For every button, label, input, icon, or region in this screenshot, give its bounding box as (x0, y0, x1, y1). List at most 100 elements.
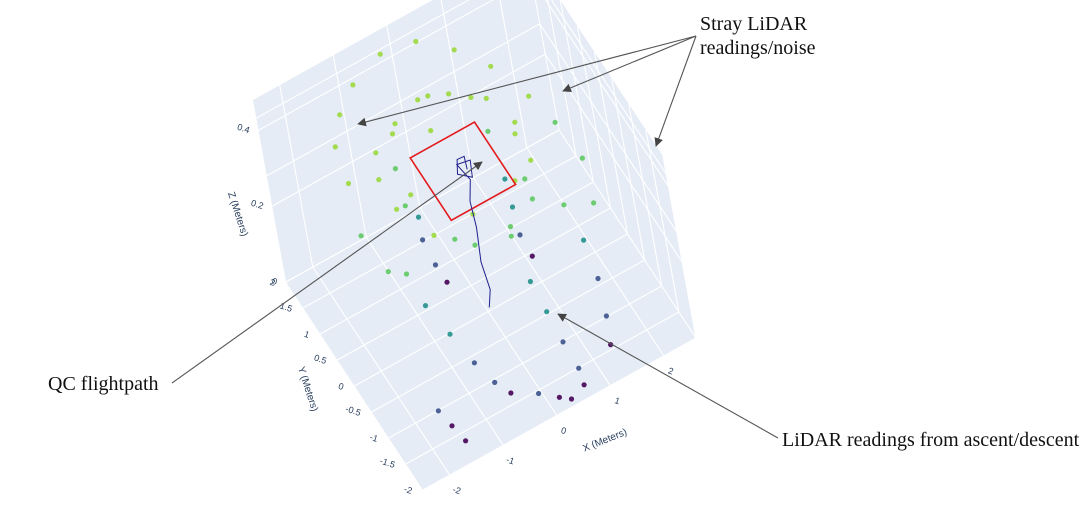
grid-line-z (550, 0, 667, 175)
lidar-point (579, 155, 586, 161)
lidar-point (509, 204, 516, 210)
x-tick-label: 2 (667, 366, 675, 377)
lidar-point (408, 192, 414, 198)
x-tick-label: 0 (560, 425, 568, 436)
lidar-point (595, 275, 601, 282)
lidar-point (425, 93, 431, 99)
z-tick-label: 0.2 (250, 198, 265, 211)
y-tick-label: 0.5 (313, 353, 328, 366)
y-tick-label: 1 (303, 329, 311, 340)
lidar-point (522, 176, 528, 182)
lidar-point (373, 150, 379, 156)
grid-line-x (499, 0, 528, 148)
lidar-point (591, 200, 597, 206)
grid-line-y (337, 207, 611, 361)
grid-line-z (271, 53, 546, 207)
lidar-point (451, 47, 457, 53)
lidar-point (526, 93, 532, 99)
y-tick-label: -1.5 (379, 456, 397, 470)
lidar-point (377, 51, 383, 57)
lidar-point (561, 202, 567, 208)
lidar-point (446, 91, 452, 97)
square-outline (409, 121, 517, 222)
grid-line-z (558, 129, 697, 339)
lidar-point (483, 95, 489, 101)
y-axis-title: Y (Meters) (295, 365, 320, 413)
x-tick-label: -1 (505, 454, 516, 466)
y-tick-label: -2 (403, 484, 414, 496)
grid-line-z (285, 129, 560, 283)
lidar-point (508, 390, 514, 396)
lidar-point (452, 236, 458, 242)
lidar-point (413, 38, 419, 45)
scene-grid (256, 0, 697, 491)
grid-line-z (545, 0, 669, 187)
lidar-point (345, 180, 352, 187)
annotation-stray-lidar-arrow (562, 35, 697, 93)
y-tick-label: 1.5 (279, 301, 294, 314)
lidar-point (337, 112, 343, 118)
lidar-point (492, 379, 498, 385)
lidar-point (581, 237, 587, 243)
lidar-point (463, 438, 469, 444)
lidar-point (517, 232, 523, 238)
x-axis-title: X (Meters) (581, 427, 628, 455)
lidar-points (332, 38, 614, 444)
annotation-stray-lidar-line: readings/noise (700, 37, 816, 59)
lidar-point (385, 269, 391, 275)
lidar-point (528, 157, 534, 163)
lidar-point (444, 279, 450, 285)
lidar-point (512, 131, 518, 137)
lidar-point (389, 131, 396, 137)
lidar-point (472, 242, 478, 248)
lidar-point (536, 390, 542, 397)
lidar-point (529, 253, 535, 259)
flightpath (455, 155, 491, 308)
lidar-point (556, 394, 563, 400)
grid-line-z (258, 0, 494, 131)
grid-line-y (302, 155, 577, 309)
lidar-point (560, 339, 566, 345)
lidar-point (428, 128, 434, 134)
lidar-point (552, 119, 558, 125)
annotation-stray-lidar-arrow (357, 35, 697, 127)
lidar-point (449, 423, 455, 429)
annotation-stray-lidar-line: Stray LiDAR (700, 13, 808, 35)
lidar-point (350, 82, 356, 88)
y-tick-label: -1 (369, 432, 380, 444)
lidar-point (576, 365, 582, 371)
grid-line-z (539, 23, 678, 233)
x-tick-label: -2 (451, 484, 462, 496)
lidar-point (332, 144, 338, 150)
lidar-point (488, 63, 494, 69)
y-tick-label: 0 (337, 381, 345, 392)
lidar-point (581, 382, 587, 388)
annotation-lidar-ascent-arrow (557, 313, 779, 439)
grid-line-y (371, 259, 645, 413)
flightpath-line (455, 155, 491, 308)
lidar-point (432, 262, 439, 268)
lidar-point (527, 278, 534, 285)
z-axis-title: Z (Meters) (225, 191, 250, 238)
lidar-point (568, 396, 575, 402)
lidar-point (420, 237, 426, 243)
lidar-point (471, 360, 477, 366)
grid-line-y (388, 285, 663, 439)
reference-square (409, 121, 517, 222)
grid-line-y (319, 181, 594, 335)
grid-line-y (354, 233, 628, 387)
lidar-point (394, 206, 400, 212)
lidar-point (415, 97, 421, 103)
lidar-point (422, 303, 429, 309)
lidar-point (415, 214, 422, 220)
annotation-qc-flightpath-arrow (171, 161, 483, 384)
grid-line-y (534, 0, 560, 131)
annotation-qc-flightpath-line: QC flightpath (48, 373, 159, 395)
annotation-stray-lidar-arrow (654, 35, 697, 147)
lidar-point (447, 331, 453, 337)
lidar-point (468, 94, 474, 100)
grid-line-y (422, 337, 697, 491)
grid-line-y (405, 311, 680, 465)
